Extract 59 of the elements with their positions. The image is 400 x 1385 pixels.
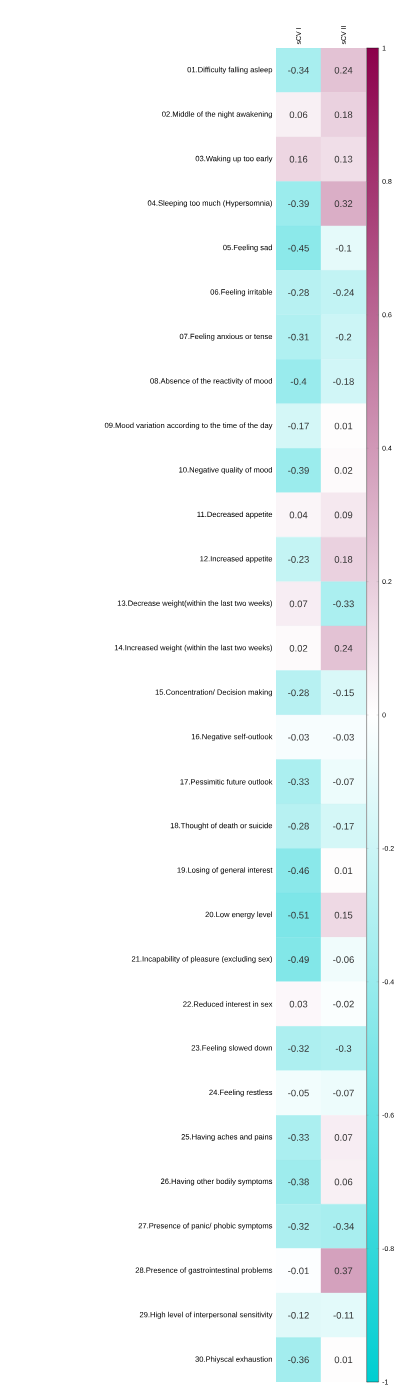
data-label: -0.01 [288, 1267, 309, 1275]
data-label: 0.15 [334, 911, 353, 919]
data-label: 0.01 [334, 867, 353, 875]
data-label: -0.11 [333, 1311, 354, 1319]
data-label: -0.17 [288, 422, 309, 430]
data-label: -0.03 [333, 733, 354, 741]
data-label: 0.02 [289, 644, 308, 652]
data-label: 0.01 [334, 1356, 353, 1364]
data-label: -0.36 [288, 1356, 309, 1364]
data-label: -0.51 [288, 911, 309, 919]
data-label: -0.06 [333, 956, 354, 963]
data-label: 0.09 [334, 511, 353, 519]
data-label: -0.39 [288, 200, 309, 208]
data-label: -0.03 [288, 733, 309, 741]
data-label: -0.2 [335, 333, 352, 341]
data-label: -0.28 [288, 822, 309, 830]
data-label: -0.38 [288, 1178, 309, 1186]
data-label: 0.03 [289, 1000, 308, 1008]
data-label: -0.12 [288, 1311, 309, 1319]
data-label: -0.33 [288, 778, 309, 786]
data-label: -0.17 [333, 822, 354, 830]
data-label: 0.13 [334, 155, 353, 163]
data-label: -0.18 [333, 378, 354, 385]
data-label: 0.07 [289, 600, 308, 608]
data-label: -0.34 [288, 66, 310, 74]
data-label: -0.4 [290, 378, 307, 385]
data-label: -0.34 [333, 1223, 355, 1230]
data-label: -0.15 [333, 689, 354, 697]
data-label: -0.23 [288, 556, 309, 563]
data-label: 0.04 [289, 511, 308, 519]
data-label: -0.31 [288, 333, 309, 341]
data-label: -0.33 [288, 1134, 309, 1141]
data-label: 0.24 [334, 66, 353, 74]
data-label: -0.49 [288, 956, 309, 963]
data-label: 0.06 [334, 1178, 353, 1186]
data-label: -0.46 [288, 867, 309, 875]
data-label: 0.06 [289, 111, 308, 119]
data-label: 0.24 [334, 644, 353, 652]
data-label: -0.45 [288, 244, 309, 252]
data-label: -0.28 [288, 689, 309, 697]
data-label: -0.32 [288, 1045, 309, 1052]
data-label: 0.02 [334, 467, 353, 474]
data-label: 0.01 [334, 422, 353, 430]
data-label: 0.37 [334, 1267, 353, 1275]
data-label: -0.39 [288, 467, 309, 474]
data-label: 0.16 [289, 155, 308, 163]
data-label: 0.18 [334, 556, 353, 563]
data-label: -0.24 [333, 289, 355, 296]
data-label: 0.32 [334, 200, 353, 208]
data-label: 0.07 [334, 1134, 353, 1141]
data-label: -0.05 [288, 1089, 309, 1097]
data-label: -0.33 [333, 600, 354, 608]
data-label: -0.28 [288, 289, 309, 296]
data-label: -0.02 [333, 1000, 354, 1008]
data-label: -0.32 [288, 1223, 309, 1230]
data-label: -0.07 [333, 778, 354, 786]
data-label: -0.1 [335, 244, 352, 252]
data-label: 0.18 [334, 111, 353, 119]
data-label: -0.3 [335, 1045, 352, 1052]
